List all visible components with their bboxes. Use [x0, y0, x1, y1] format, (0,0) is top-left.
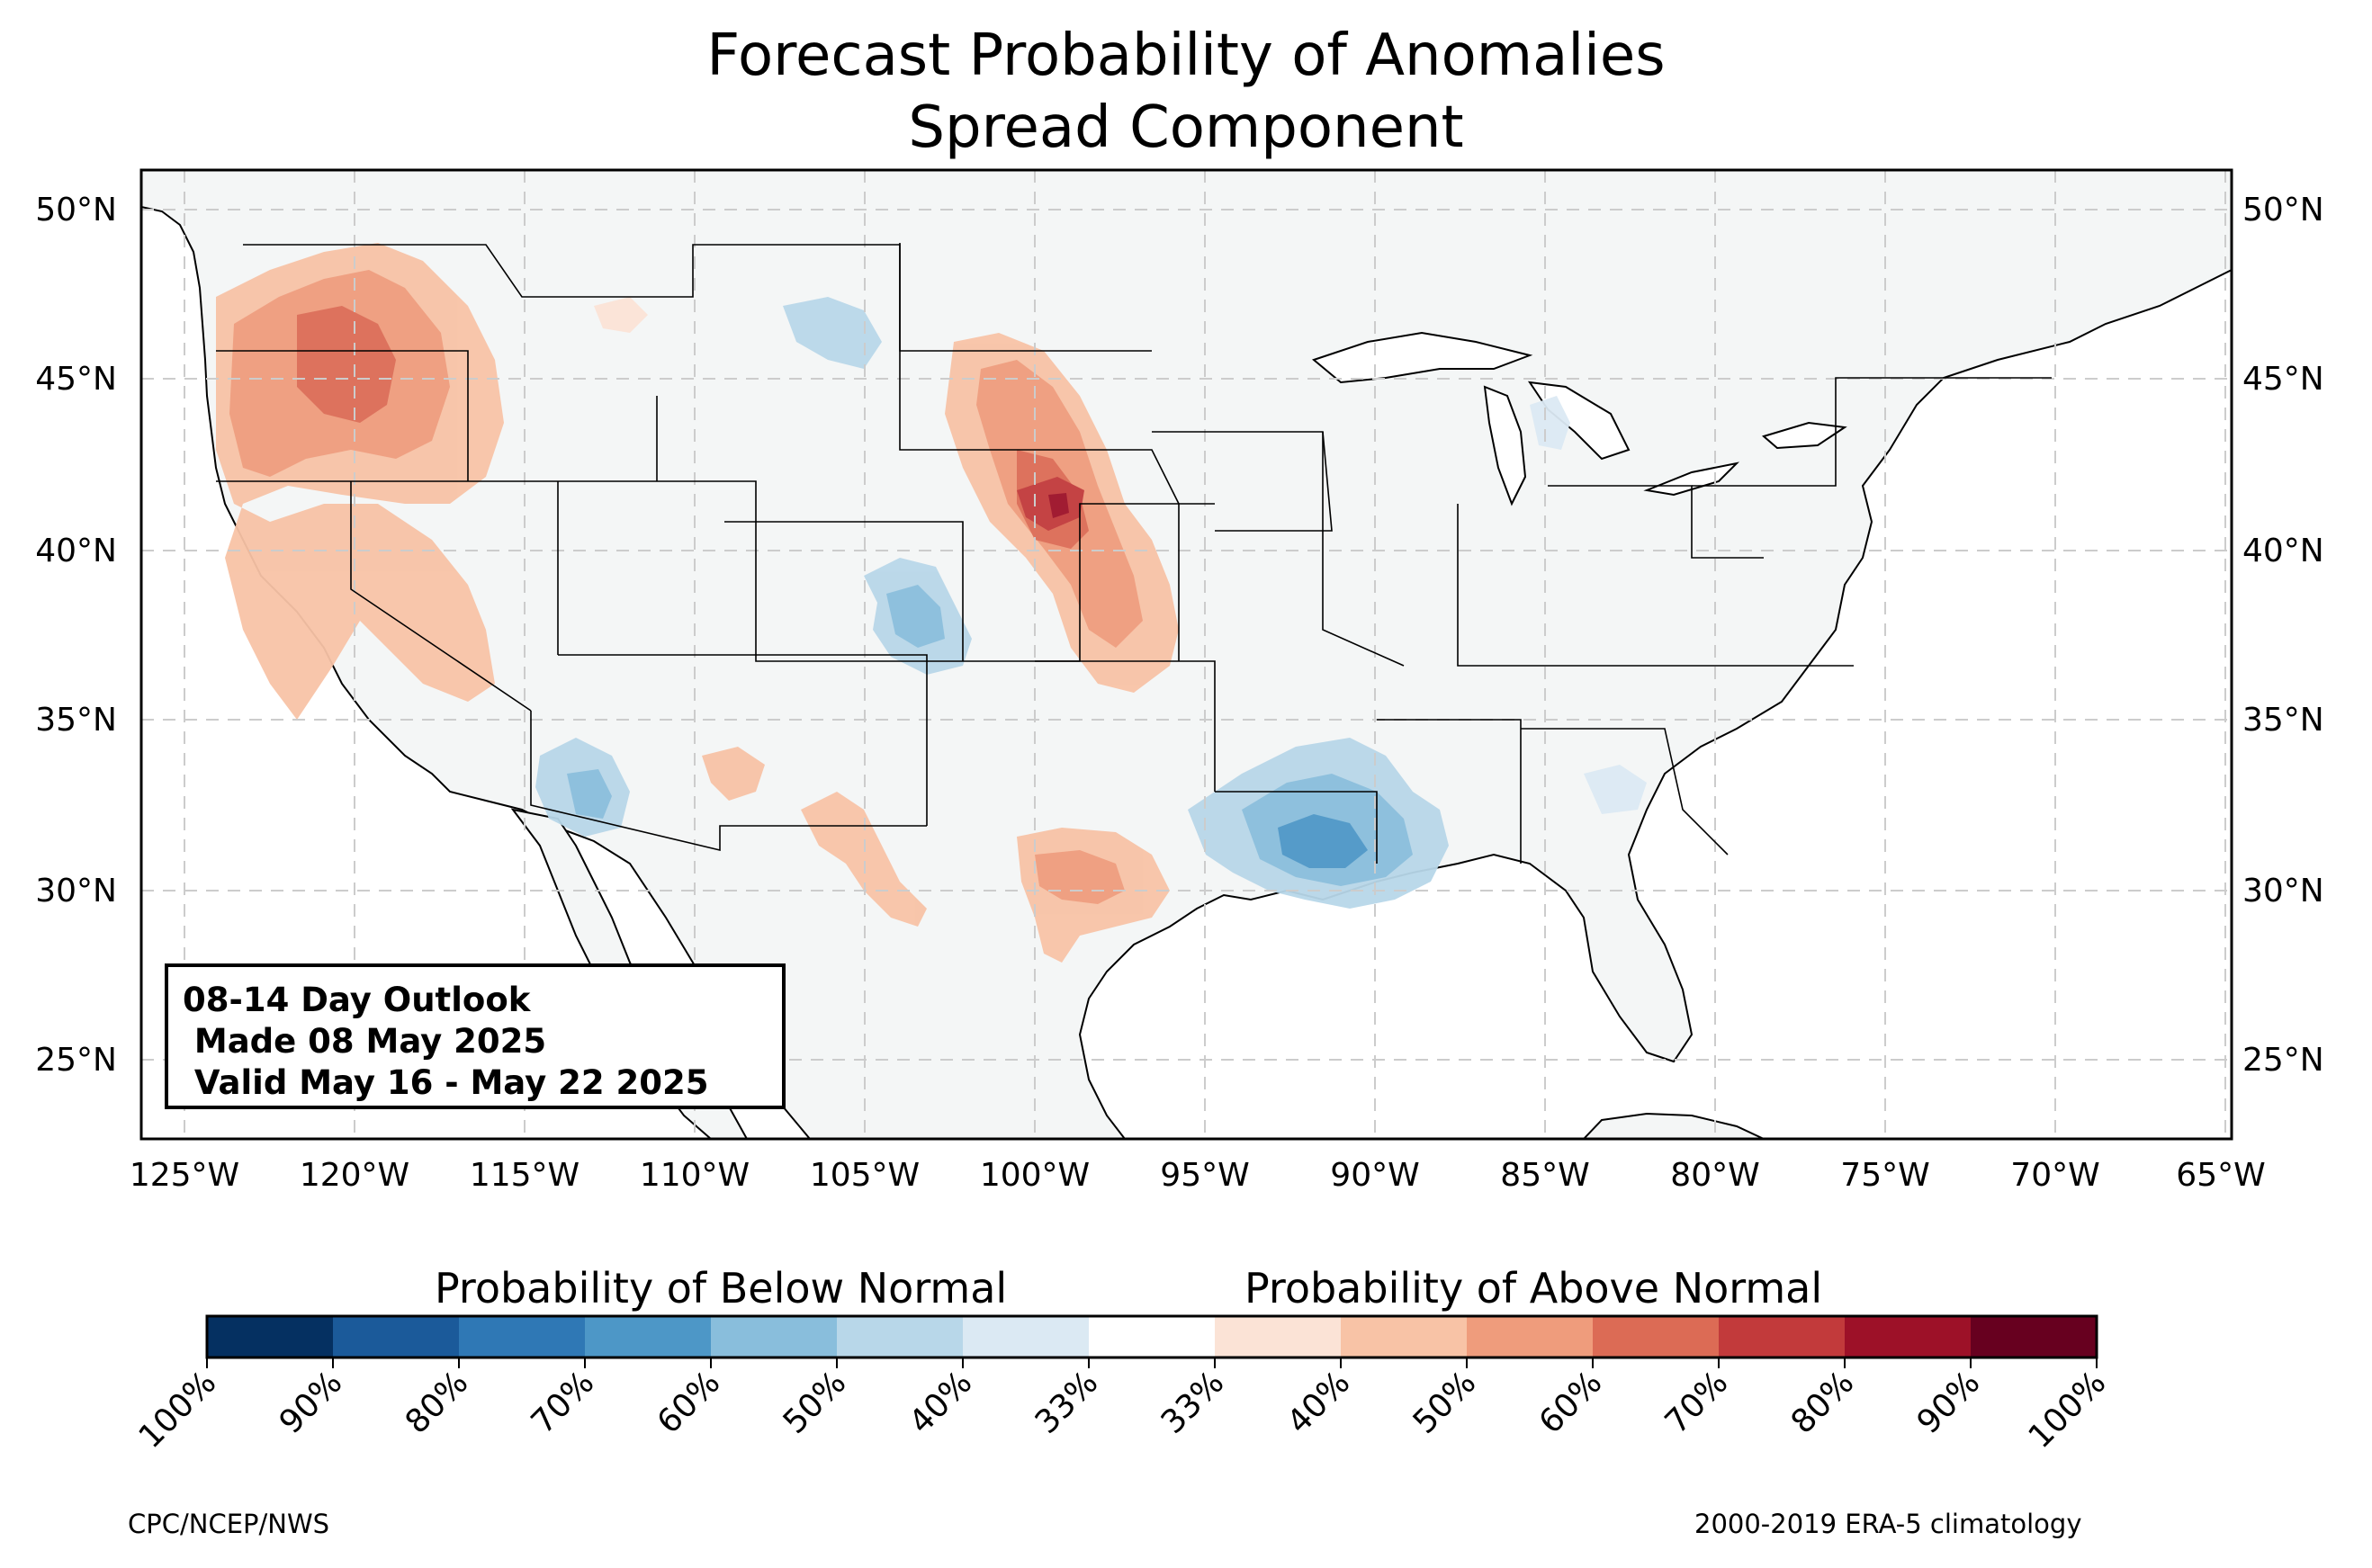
- lat-labels-right: 50°N 45°N 40°N 35°N 30°N 25°N: [2242, 192, 2324, 1079]
- lon-label: 95°W: [1160, 1157, 1249, 1194]
- outlook-valid-dates: Valid May 16 - May 22 2025: [183, 1063, 709, 1102]
- lat-label: 35°N: [35, 702, 117, 739]
- lat-label: 45°N: [2242, 361, 2324, 398]
- chart-title-line2: Spread Component: [908, 94, 1464, 161]
- lat-label: 25°N: [35, 1042, 117, 1079]
- lon-label: 115°W: [470, 1157, 580, 1194]
- footer-credit: CPC/NCEP/NWS: [128, 1509, 330, 1539]
- lon-label: 80°W: [1670, 1157, 1759, 1194]
- lat-label: 40°N: [35, 533, 117, 569]
- lon-label: 70°W: [2010, 1157, 2099, 1194]
- land-cuba: [1582, 1112, 1765, 1139]
- lat-label: 50°N: [2242, 192, 2324, 228]
- map-frame: [139, 168, 2233, 1141]
- lon-label: 125°W: [130, 1157, 239, 1194]
- outlook-made-date: Made 08 May 2025: [183, 1022, 547, 1061]
- lat-label: 40°N: [2242, 533, 2324, 569]
- lat-label: 30°N: [2242, 873, 2324, 909]
- outlook-info-box: 08-14 Day Outlook Made 08 May 2025 Valid…: [165, 963, 786, 1109]
- lon-label: 100°W: [980, 1157, 1090, 1194]
- lat-label: 50°N: [35, 192, 117, 228]
- colorbar-below-heading: Probability of Below Normal: [435, 1264, 1008, 1313]
- footer-climatology: 2000-2019 ERA-5 climatology: [1694, 1509, 2082, 1539]
- lon-label: 120°W: [300, 1157, 409, 1194]
- chart-title-line1: Forecast Probability of Anomalies: [706, 22, 1666, 89]
- lon-labels: 125°W 120°W 115°W 110°W 105°W 100°W 95°W…: [130, 1157, 2266, 1194]
- lon-label: 75°W: [1840, 1157, 1929, 1194]
- lon-label: 110°W: [640, 1157, 750, 1194]
- lat-label: 45°N: [35, 361, 117, 398]
- state-borders: [216, 243, 2052, 864]
- lat-label: 30°N: [35, 873, 117, 909]
- lon-label: 85°W: [1500, 1157, 1589, 1194]
- lat-labels-left: 50°N 45°N 40°N 35°N 30°N 25°N: [35, 192, 117, 1079]
- below-normal-patches: [535, 297, 1647, 909]
- outlook-period: 08-14 Day Outlook: [183, 981, 531, 1019]
- lon-label: 65°W: [2176, 1157, 2265, 1194]
- lat-label: 25°N: [2242, 1042, 2324, 1079]
- colorbar-above-heading: Probability of Above Normal: [1244, 1264, 1823, 1313]
- lat-label: 35°N: [2242, 702, 2324, 739]
- lon-label: 105°W: [810, 1157, 920, 1194]
- lon-label: 90°W: [1330, 1157, 1419, 1194]
